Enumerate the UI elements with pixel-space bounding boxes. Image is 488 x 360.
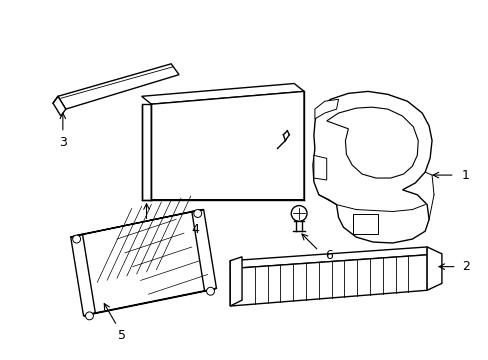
Text: 3: 3 [59, 136, 67, 149]
Polygon shape [313, 156, 326, 180]
Polygon shape [191, 210, 216, 291]
Circle shape [193, 210, 201, 217]
Polygon shape [352, 215, 377, 234]
Polygon shape [58, 64, 179, 109]
Polygon shape [142, 104, 151, 200]
Text: 1: 1 [461, 168, 468, 181]
Polygon shape [312, 91, 431, 243]
Polygon shape [230, 247, 426, 269]
Text: 4: 4 [191, 223, 199, 236]
Circle shape [73, 235, 81, 243]
Text: 6: 6 [324, 249, 332, 262]
Circle shape [291, 206, 306, 221]
Circle shape [85, 312, 93, 320]
Circle shape [206, 287, 214, 295]
Polygon shape [314, 99, 338, 119]
Polygon shape [426, 247, 441, 290]
Polygon shape [71, 234, 95, 316]
Polygon shape [71, 210, 203, 237]
Polygon shape [142, 84, 304, 104]
Polygon shape [53, 96, 66, 116]
Text: 5: 5 [118, 329, 126, 342]
Polygon shape [230, 257, 242, 306]
Polygon shape [326, 107, 417, 178]
Polygon shape [230, 255, 426, 306]
Text: 2: 2 [462, 260, 469, 273]
Polygon shape [83, 288, 216, 316]
Polygon shape [151, 91, 304, 200]
